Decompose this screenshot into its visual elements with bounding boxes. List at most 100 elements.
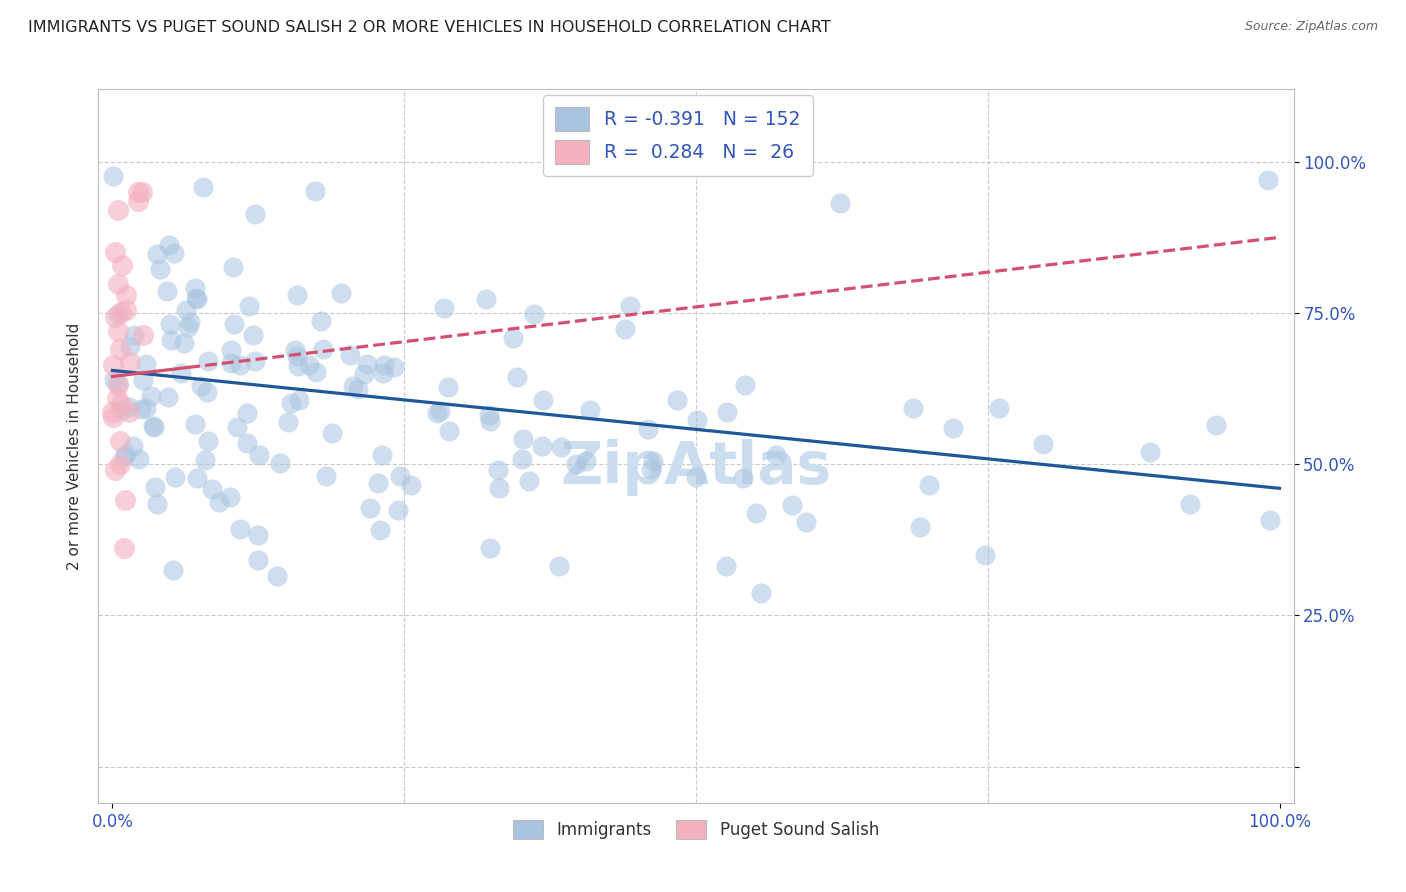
Point — [716, 405, 738, 419]
Point — [382, 359, 405, 374]
Point — [531, 392, 554, 407]
Point — [146, 497, 169, 511]
Point — [101, 358, 124, 372]
Point — [114, 492, 136, 507]
Point — [135, 357, 157, 371]
Point — [284, 343, 307, 357]
Text: Source: ZipAtlas.com: Source: ZipAtlas.com — [1244, 20, 1378, 33]
Point — [165, 469, 187, 483]
Point — [245, 354, 267, 368]
Point — [575, 453, 598, 467]
Point — [173, 336, 195, 351]
Point — [342, 378, 364, 392]
Point — [506, 369, 529, 384]
Point — [486, 462, 509, 476]
Point — [780, 498, 803, 512]
Point — [987, 401, 1010, 415]
Point — [118, 401, 141, 415]
Point — [131, 185, 153, 199]
Point — [243, 207, 266, 221]
Point — [225, 419, 247, 434]
Point — [523, 307, 546, 321]
Point — [132, 373, 155, 387]
Point — [478, 413, 501, 427]
Point — [236, 406, 259, 420]
Point — [329, 285, 352, 300]
Point — [184, 281, 207, 295]
Point — [285, 287, 308, 301]
Point — [908, 520, 931, 534]
Point — [208, 495, 231, 509]
Point — [641, 454, 664, 468]
Point — [277, 416, 299, 430]
Point — [285, 350, 308, 364]
Point — [246, 528, 269, 542]
Point — [111, 258, 134, 272]
Point — [531, 439, 554, 453]
Point — [127, 185, 149, 199]
Point — [201, 482, 224, 496]
Point — [222, 260, 245, 274]
Point — [269, 456, 291, 470]
Text: ZipAtlas: ZipAtlas — [561, 439, 831, 496]
Point — [224, 317, 246, 331]
Point — [219, 491, 242, 505]
Point — [436, 379, 458, 393]
Point — [195, 384, 218, 399]
Point — [194, 452, 217, 467]
Point — [135, 401, 157, 415]
Point — [685, 470, 707, 484]
Point — [479, 541, 502, 555]
Point — [146, 246, 169, 260]
Point — [765, 448, 787, 462]
Point — [387, 503, 409, 517]
Point — [129, 402, 152, 417]
Point — [156, 284, 179, 298]
Point — [107, 277, 129, 292]
Point — [190, 379, 212, 393]
Point — [478, 408, 501, 422]
Point — [502, 331, 524, 345]
Point — [321, 425, 343, 440]
Point — [122, 328, 145, 343]
Point — [339, 348, 361, 362]
Point — [105, 391, 128, 405]
Point — [242, 328, 264, 343]
Point — [110, 305, 132, 319]
Point — [107, 377, 129, 392]
Point — [184, 417, 207, 431]
Point — [184, 292, 207, 306]
Point — [104, 463, 127, 477]
Point — [371, 448, 394, 462]
Point — [157, 237, 180, 252]
Point — [433, 301, 456, 316]
Point — [236, 436, 259, 450]
Point — [229, 522, 252, 536]
Point — [439, 424, 461, 438]
Point — [794, 516, 817, 530]
Point — [159, 333, 181, 347]
Point — [143, 480, 166, 494]
Point — [974, 548, 997, 562]
Point — [219, 343, 242, 357]
Point — [197, 434, 219, 448]
Point — [101, 405, 124, 419]
Point — [347, 382, 370, 396]
Point — [104, 245, 127, 260]
Point — [229, 358, 252, 372]
Point — [388, 468, 411, 483]
Point — [149, 261, 172, 276]
Point — [127, 194, 149, 208]
Point — [101, 410, 124, 425]
Point — [640, 461, 662, 475]
Point — [142, 419, 165, 434]
Point — [309, 314, 332, 328]
Point — [368, 523, 391, 537]
Point — [828, 195, 851, 210]
Point — [110, 397, 132, 411]
Point — [103, 169, 125, 183]
Point — [186, 470, 208, 484]
Point — [162, 563, 184, 577]
Point — [550, 441, 572, 455]
Point — [517, 474, 540, 488]
